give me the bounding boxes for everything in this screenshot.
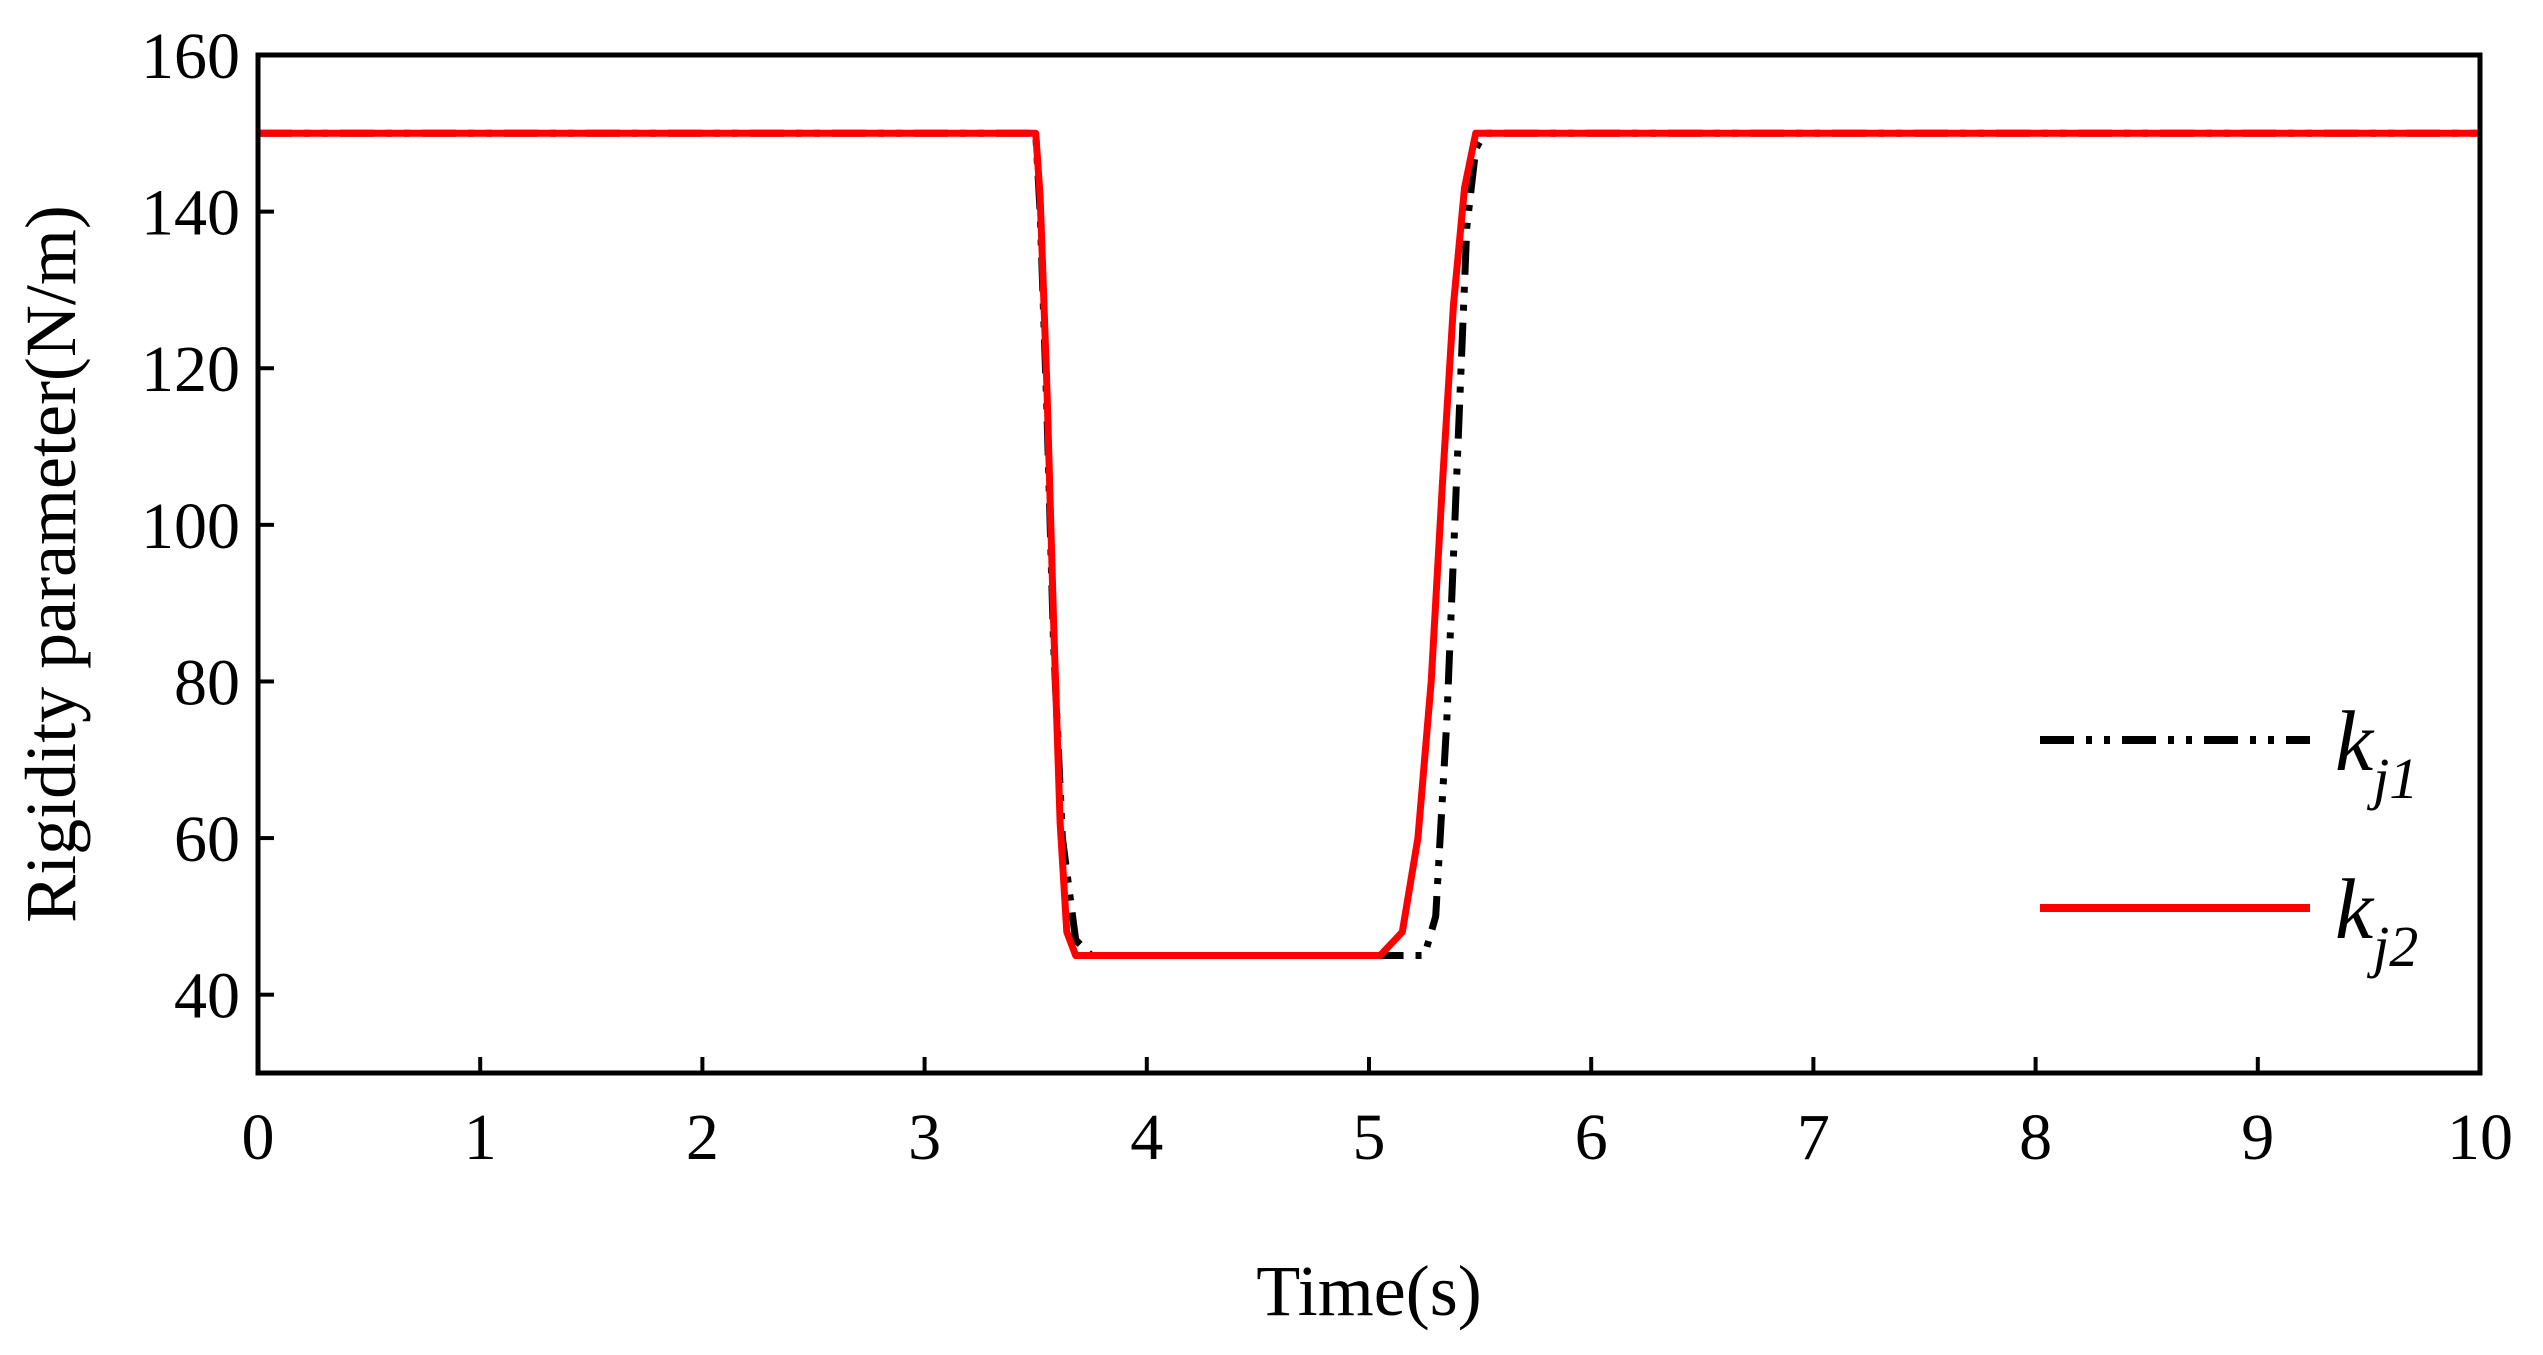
x-tick-label: 7	[1797, 1101, 1830, 1174]
series-layer	[258, 129, 2480, 959]
x-tick-label: 5	[1353, 1101, 1386, 1174]
series-line-1	[258, 129, 2480, 959]
x-tick-label: 6	[1575, 1101, 1608, 1174]
y-axis-title: Rigidity parameter(N/m)	[11, 205, 91, 923]
legend-label-1: kj1	[2335, 693, 2418, 811]
y-tick-label: 40	[174, 960, 240, 1033]
x-tick-label: 8	[2019, 1101, 2052, 1174]
x-tick-label: 0	[242, 1101, 275, 1174]
x-tick-label: 10	[2447, 1101, 2513, 1174]
series-line-2	[258, 129, 2480, 959]
y-tick-label: 100	[141, 490, 240, 563]
x-tick-label: 3	[908, 1101, 941, 1174]
x-tick-label: 2	[686, 1101, 719, 1174]
x-tick-label: 1	[464, 1101, 497, 1174]
x-tick-label: 4	[1130, 1101, 1163, 1174]
y-tick-label: 60	[174, 803, 240, 876]
x-axis-title: Time(s)	[1256, 1251, 1481, 1331]
y-tick-label: 140	[141, 177, 240, 250]
y-tick-label: 120	[141, 333, 240, 406]
plot-frame	[255, 52, 2483, 1076]
axis-layer: 0 1 2 3 4 5 6 7 8 9 10 40 60 80 100 120 140 160	[141, 20, 2513, 1174]
legend-label-2: kj2	[2335, 861, 2418, 979]
x-tick-label: 9	[2241, 1101, 2274, 1174]
y-tick-label: 80	[174, 646, 240, 719]
y-tick-label: 160	[141, 20, 240, 93]
